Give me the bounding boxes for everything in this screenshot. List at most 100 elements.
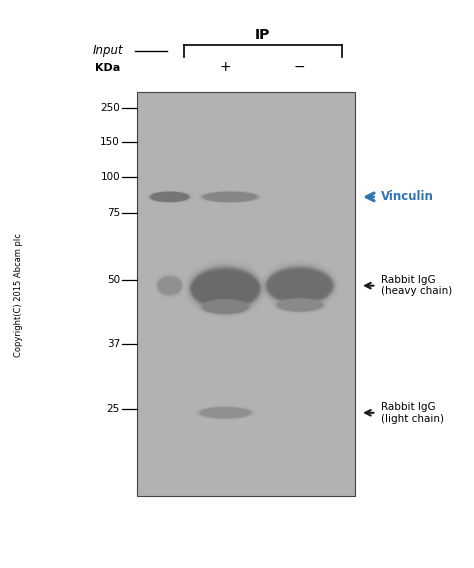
Text: 100: 100 [100, 172, 120, 182]
Ellipse shape [201, 191, 260, 203]
Ellipse shape [204, 192, 256, 202]
Ellipse shape [194, 273, 256, 304]
Ellipse shape [274, 298, 326, 312]
Ellipse shape [201, 407, 250, 418]
Ellipse shape [156, 274, 183, 297]
Ellipse shape [201, 299, 249, 314]
Ellipse shape [191, 270, 259, 307]
Ellipse shape [268, 270, 331, 302]
Ellipse shape [276, 298, 324, 312]
Ellipse shape [269, 270, 331, 301]
Ellipse shape [196, 406, 255, 419]
Bar [137, 92, 356, 495]
Text: Vinculin: Vinculin [381, 190, 434, 203]
Ellipse shape [192, 270, 259, 307]
Ellipse shape [266, 267, 334, 304]
Ellipse shape [278, 299, 321, 311]
Ellipse shape [271, 273, 329, 298]
Text: 37: 37 [107, 339, 120, 349]
Ellipse shape [203, 300, 247, 314]
Ellipse shape [201, 299, 250, 315]
Text: Copyright(C) 2015 Abcam plc: Copyright(C) 2015 Abcam plc [14, 233, 23, 357]
Ellipse shape [277, 299, 322, 311]
Ellipse shape [151, 192, 189, 202]
Ellipse shape [204, 300, 247, 313]
Ellipse shape [151, 192, 188, 202]
Ellipse shape [150, 192, 189, 202]
Ellipse shape [157, 276, 182, 295]
Ellipse shape [278, 299, 321, 311]
Ellipse shape [267, 269, 332, 303]
Ellipse shape [158, 278, 181, 294]
Ellipse shape [201, 299, 250, 315]
Ellipse shape [275, 298, 324, 312]
Ellipse shape [188, 264, 263, 312]
Ellipse shape [204, 300, 246, 313]
Ellipse shape [202, 191, 258, 202]
Ellipse shape [191, 269, 260, 308]
Ellipse shape [202, 300, 248, 314]
Ellipse shape [201, 408, 249, 418]
Ellipse shape [197, 406, 254, 419]
Ellipse shape [204, 300, 247, 314]
Ellipse shape [156, 274, 183, 296]
Ellipse shape [270, 272, 330, 300]
Ellipse shape [277, 299, 322, 311]
Ellipse shape [269, 271, 330, 300]
Text: IP: IP [255, 28, 270, 42]
Ellipse shape [189, 265, 262, 312]
Ellipse shape [202, 299, 249, 314]
Ellipse shape [199, 407, 252, 419]
Ellipse shape [152, 192, 188, 202]
Ellipse shape [158, 277, 182, 294]
Ellipse shape [204, 192, 255, 202]
Ellipse shape [148, 191, 191, 203]
Ellipse shape [200, 407, 251, 419]
Ellipse shape [157, 276, 182, 295]
Ellipse shape [201, 191, 259, 202]
Ellipse shape [206, 193, 255, 201]
Ellipse shape [274, 298, 325, 312]
Ellipse shape [200, 299, 251, 315]
Text: 150: 150 [100, 137, 120, 148]
Text: 50: 50 [107, 274, 120, 285]
Ellipse shape [155, 274, 183, 298]
Ellipse shape [202, 408, 248, 418]
Ellipse shape [150, 191, 190, 202]
Ellipse shape [194, 274, 256, 303]
Ellipse shape [275, 298, 325, 312]
Ellipse shape [150, 191, 190, 202]
Ellipse shape [279, 299, 320, 311]
Ellipse shape [193, 272, 258, 306]
Ellipse shape [268, 269, 332, 302]
Ellipse shape [277, 299, 323, 312]
Ellipse shape [201, 191, 258, 202]
Ellipse shape [264, 264, 336, 307]
Ellipse shape [195, 274, 256, 303]
Ellipse shape [203, 192, 257, 202]
Ellipse shape [192, 270, 258, 306]
Ellipse shape [276, 299, 323, 312]
Ellipse shape [191, 269, 259, 308]
Ellipse shape [194, 273, 257, 304]
Ellipse shape [264, 265, 335, 306]
Ellipse shape [200, 299, 251, 315]
Text: 250: 250 [100, 103, 120, 113]
Text: +: + [219, 60, 231, 74]
Ellipse shape [266, 268, 333, 303]
Ellipse shape [190, 268, 261, 309]
Ellipse shape [156, 275, 183, 296]
Text: −: − [294, 60, 306, 74]
Ellipse shape [193, 271, 258, 306]
Ellipse shape [190, 267, 261, 310]
Text: 75: 75 [107, 208, 120, 218]
Ellipse shape [199, 407, 252, 419]
Ellipse shape [150, 192, 189, 202]
Text: Rabbit IgG
(light chain): Rabbit IgG (light chain) [381, 402, 444, 424]
Ellipse shape [266, 268, 333, 304]
Ellipse shape [273, 298, 326, 313]
Ellipse shape [270, 273, 329, 299]
Text: Input: Input [92, 44, 123, 57]
Ellipse shape [203, 300, 248, 314]
Ellipse shape [157, 275, 182, 296]
